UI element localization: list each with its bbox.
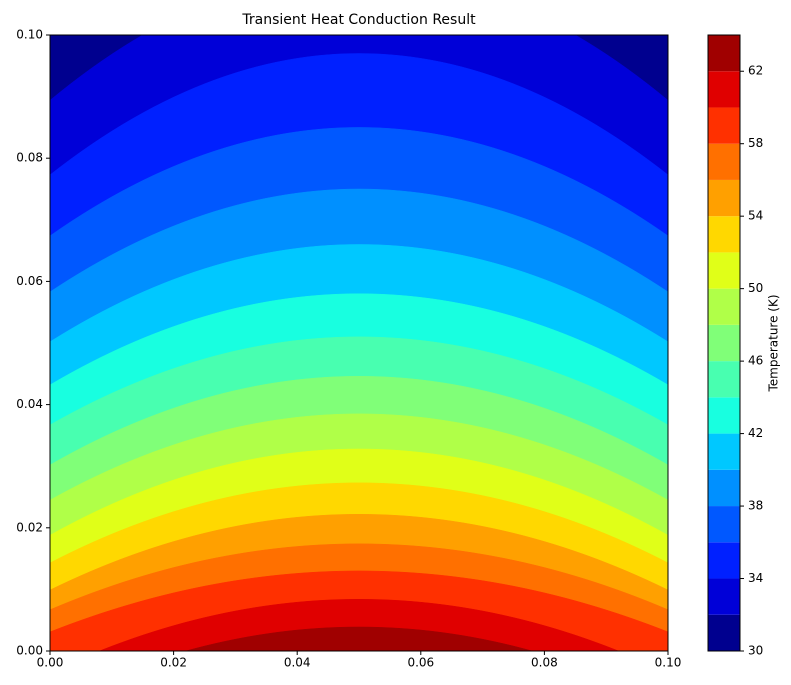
y-tick-label: 0.10	[16, 28, 43, 42]
colorbar-segment	[708, 361, 740, 398]
x-tick-label: 0.08	[531, 656, 558, 670]
contour-band	[98, 599, 620, 651]
colorbar-tick-label: 50	[748, 281, 763, 295]
colorbar-label: Temperature (K)	[767, 294, 781, 392]
y-tick-label: 0.00	[16, 644, 43, 658]
colorbar-segment	[708, 288, 740, 325]
colorbar-segment	[708, 107, 740, 144]
y-tick-label: 0.02	[16, 520, 43, 534]
colorbar-frame	[707, 34, 741, 652]
colorbar-segment	[708, 216, 740, 253]
colorbar-segment	[708, 614, 740, 651]
x-tick-label: 0.10	[655, 656, 682, 670]
x-tick-label: 0.00	[37, 656, 64, 670]
colorbar-segment	[708, 35, 740, 72]
colorbar-tick-label: 62	[748, 64, 763, 78]
colorbar-segment	[708, 469, 740, 507]
y-tick-label: 0.04	[16, 397, 43, 411]
colorbar-segment	[708, 397, 740, 434]
y-tick-label: 0.06	[16, 274, 43, 288]
colorbar-tick-label: 54	[748, 209, 763, 223]
colorbar-tick-label: 34	[748, 571, 763, 585]
colorbar-segment	[708, 71, 740, 108]
colorbar-segment	[708, 578, 740, 615]
colorbar-segment	[708, 179, 740, 217]
colorbar-tick-label: 30	[748, 644, 763, 658]
colorbar-segment	[708, 433, 740, 470]
colorbar-tick-label: 42	[748, 426, 763, 440]
contour-band	[184, 626, 534, 651]
x-tick-label: 0.06	[407, 656, 434, 670]
x-tick-label: 0.04	[284, 656, 311, 670]
colorbar-tick-label: 58	[748, 136, 763, 150]
colorbar-segment	[708, 143, 740, 180]
colorbar-segment	[708, 506, 740, 543]
colorbar-segment	[708, 324, 740, 362]
chart-title: Transient Heat Conduction Result	[241, 12, 476, 28]
x-tick-label: 0.02	[160, 656, 187, 670]
colorbar-tick-label: 38	[748, 499, 763, 513]
contour-area	[50, 35, 668, 651]
y-tick-label: 0.08	[16, 151, 43, 165]
colorbar-segment	[708, 252, 740, 289]
colorbar-tick-label: 46	[748, 354, 763, 368]
colorbar-segment	[708, 542, 740, 579]
plot-frame	[49, 34, 669, 652]
